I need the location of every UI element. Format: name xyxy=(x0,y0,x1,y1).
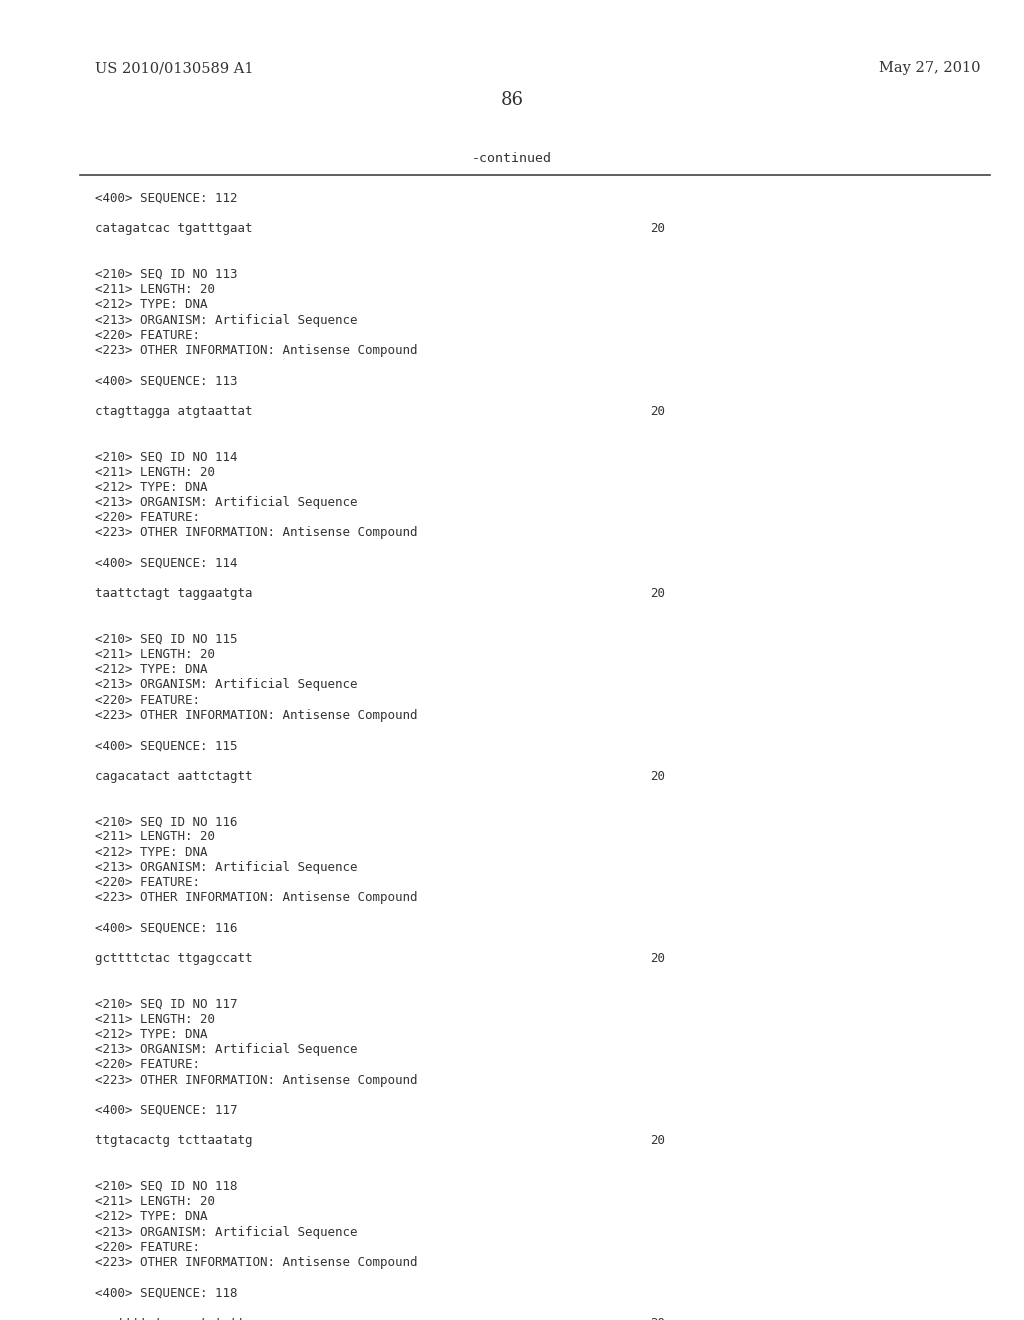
Text: <213> ORGANISM: Artificial Sequence: <213> ORGANISM: Artificial Sequence xyxy=(95,496,357,510)
Text: <400> SEQUENCE: 114: <400> SEQUENCE: 114 xyxy=(95,557,238,570)
Text: <400> SEQUENCE: 117: <400> SEQUENCE: 117 xyxy=(95,1104,238,1117)
Text: taattctagt taggaatgta: taattctagt taggaatgta xyxy=(95,587,253,601)
Text: <220> FEATURE:: <220> FEATURE: xyxy=(95,1059,200,1072)
Text: <220> FEATURE:: <220> FEATURE: xyxy=(95,329,200,342)
Text: 86: 86 xyxy=(501,91,523,110)
Text: <211> LENGTH: 20: <211> LENGTH: 20 xyxy=(95,830,215,843)
Text: <400> SEQUENCE: 116: <400> SEQUENCE: 116 xyxy=(95,921,238,935)
Text: <213> ORGANISM: Artificial Sequence: <213> ORGANISM: Artificial Sequence xyxy=(95,678,357,692)
Text: <213> ORGANISM: Artificial Sequence: <213> ORGANISM: Artificial Sequence xyxy=(95,314,357,326)
Text: <223> OTHER INFORMATION: Antisense Compound: <223> OTHER INFORMATION: Antisense Compo… xyxy=(95,1073,418,1086)
Text: May 27, 2010: May 27, 2010 xyxy=(879,61,980,75)
Text: <212> TYPE: DNA: <212> TYPE: DNA xyxy=(95,298,208,312)
Text: <212> TYPE: DNA: <212> TYPE: DNA xyxy=(95,846,208,858)
Text: <400> SEQUENCE: 113: <400> SEQUENCE: 113 xyxy=(95,375,238,387)
Text: 20: 20 xyxy=(650,1134,665,1147)
Text: 20: 20 xyxy=(650,1317,665,1320)
Text: <213> ORGANISM: Artificial Sequence: <213> ORGANISM: Artificial Sequence xyxy=(95,861,357,874)
Text: cagacatact aattctagtt: cagacatact aattctagtt xyxy=(95,770,253,783)
Text: <223> OTHER INFORMATION: Antisense Compound: <223> OTHER INFORMATION: Antisense Compo… xyxy=(95,709,418,722)
Text: <400> SEQUENCE: 115: <400> SEQUENCE: 115 xyxy=(95,739,238,752)
Text: <210> SEQ ID NO 117: <210> SEQ ID NO 117 xyxy=(95,998,238,1011)
Text: <211> LENGTH: 20: <211> LENGTH: 20 xyxy=(95,1012,215,1026)
Text: 20: 20 xyxy=(650,587,665,601)
Text: <220> FEATURE:: <220> FEATURE: xyxy=(95,876,200,888)
Text: 20: 20 xyxy=(650,222,665,235)
Text: <213> ORGANISM: Artificial Sequence: <213> ORGANISM: Artificial Sequence xyxy=(95,1225,357,1238)
Text: <210> SEQ ID NO 115: <210> SEQ ID NO 115 xyxy=(95,632,238,645)
Text: cagttttgta cactgtctta: cagttttgta cactgtctta xyxy=(95,1317,253,1320)
Text: <212> TYPE: DNA: <212> TYPE: DNA xyxy=(95,480,208,494)
Text: <223> OTHER INFORMATION: Antisense Compound: <223> OTHER INFORMATION: Antisense Compo… xyxy=(95,527,418,540)
Text: <210> SEQ ID NO 113: <210> SEQ ID NO 113 xyxy=(95,268,238,281)
Text: <223> OTHER INFORMATION: Antisense Compound: <223> OTHER INFORMATION: Antisense Compo… xyxy=(95,1257,418,1269)
Text: gcttttctac ttgagccatt: gcttttctac ttgagccatt xyxy=(95,952,253,965)
Text: <223> OTHER INFORMATION: Antisense Compound: <223> OTHER INFORMATION: Antisense Compo… xyxy=(95,345,418,356)
Text: -continued: -continued xyxy=(472,152,552,165)
Text: ctagttagga atgtaattat: ctagttagga atgtaattat xyxy=(95,405,253,418)
Text: ttgtacactg tcttaatatg: ttgtacactg tcttaatatg xyxy=(95,1134,253,1147)
Text: <211> LENGTH: 20: <211> LENGTH: 20 xyxy=(95,1195,215,1208)
Text: <212> TYPE: DNA: <212> TYPE: DNA xyxy=(95,1028,208,1041)
Text: <220> FEATURE:: <220> FEATURE: xyxy=(95,511,200,524)
Text: <220> FEATURE:: <220> FEATURE: xyxy=(95,693,200,706)
Text: <400> SEQUENCE: 118: <400> SEQUENCE: 118 xyxy=(95,1287,238,1299)
Text: US 2010/0130589 A1: US 2010/0130589 A1 xyxy=(95,61,254,75)
Text: <211> LENGTH: 20: <211> LENGTH: 20 xyxy=(95,284,215,296)
Text: <210> SEQ ID NO 114: <210> SEQ ID NO 114 xyxy=(95,450,238,463)
Text: <213> ORGANISM: Artificial Sequence: <213> ORGANISM: Artificial Sequence xyxy=(95,1043,357,1056)
Text: <210> SEQ ID NO 116: <210> SEQ ID NO 116 xyxy=(95,816,238,828)
Text: <400> SEQUENCE: 112: <400> SEQUENCE: 112 xyxy=(95,191,238,205)
Text: <212> TYPE: DNA: <212> TYPE: DNA xyxy=(95,1210,208,1224)
Text: <210> SEQ ID NO 118: <210> SEQ ID NO 118 xyxy=(95,1180,238,1193)
Text: <211> LENGTH: 20: <211> LENGTH: 20 xyxy=(95,466,215,479)
Text: 20: 20 xyxy=(650,770,665,783)
Text: 20: 20 xyxy=(650,952,665,965)
Text: catagatcac tgatttgaat: catagatcac tgatttgaat xyxy=(95,222,253,235)
Text: <220> FEATURE:: <220> FEATURE: xyxy=(95,1241,200,1254)
Text: <211> LENGTH: 20: <211> LENGTH: 20 xyxy=(95,648,215,661)
Text: <223> OTHER INFORMATION: Antisense Compound: <223> OTHER INFORMATION: Antisense Compo… xyxy=(95,891,418,904)
Text: <212> TYPE: DNA: <212> TYPE: DNA xyxy=(95,663,208,676)
Text: 20: 20 xyxy=(650,405,665,418)
